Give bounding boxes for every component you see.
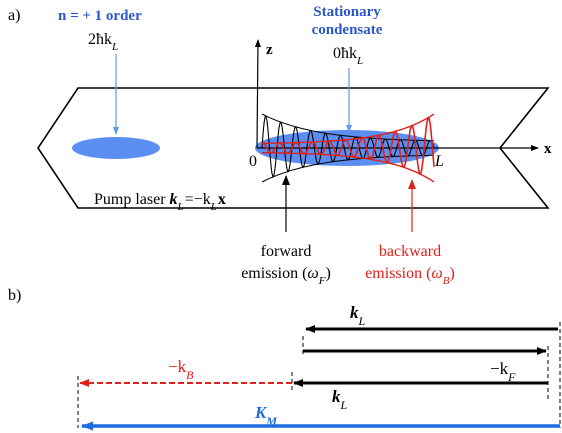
n-order-momentum: 2ħkL bbox=[88, 31, 118, 53]
forward-label-line2: emission (ωF) bbox=[241, 265, 331, 287]
x-axis-label: x bbox=[544, 141, 552, 157]
forward-label-line1: forward bbox=[261, 243, 312, 260]
backward-label-line2: emission (ωB) bbox=[365, 265, 455, 287]
origin-label: 0 bbox=[249, 153, 257, 170]
z-axis bbox=[254, 39, 261, 149]
condensate-title-line1: Stationary bbox=[313, 4, 381, 20]
KM-label: KM bbox=[254, 403, 277, 428]
condensate-momentum: 0ħkL bbox=[333, 45, 363, 67]
kB-label: −kB bbox=[168, 357, 194, 382]
backward-envelope-top bbox=[262, 113, 435, 144]
panel-b-label: b) bbox=[8, 287, 21, 304]
forward-envelope-top bbox=[261, 113, 435, 142]
n-order-title: n = + 1 order bbox=[58, 8, 142, 24]
pump-beam-outline bbox=[37, 87, 550, 209]
pump-laser-label: Pump laser kL=−kLx bbox=[94, 191, 226, 213]
backward-wave bbox=[261, 117, 435, 176]
n-plus-one-cloud bbox=[72, 137, 160, 159]
length-label: L bbox=[434, 153, 444, 170]
backward-label-line1: backward bbox=[379, 243, 441, 260]
backward-envelope-bottom bbox=[262, 152, 435, 183]
z-axis-label: z bbox=[266, 42, 273, 58]
kL-top-label: kL bbox=[350, 303, 366, 328]
kF-label: −kF bbox=[490, 359, 516, 384]
condensate-title-line2: condensate bbox=[312, 22, 383, 38]
forward-wave bbox=[261, 115, 435, 179]
panel-a-label: a) bbox=[8, 7, 20, 24]
emission-waves bbox=[261, 113, 435, 183]
kL-bottom-label: kL bbox=[332, 387, 348, 412]
